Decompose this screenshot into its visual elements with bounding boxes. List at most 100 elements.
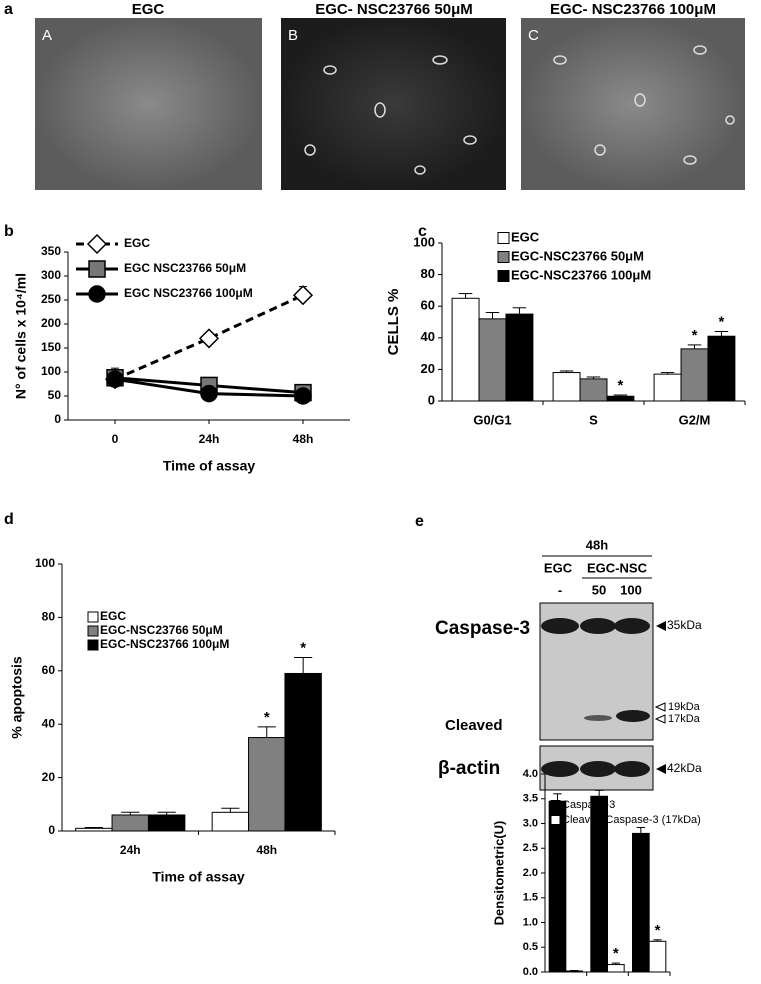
legend-label: Cleaved Caspase-3 (17kDa) [562, 814, 701, 826]
legend-swatch [550, 815, 561, 825]
legend-label: Caspase-3 [562, 799, 615, 811]
significance: * [719, 313, 725, 330]
bar [653, 373, 682, 402]
panel-letter: e [415, 513, 424, 530]
legend-swatch [497, 270, 510, 282]
lane-label: 50 [592, 582, 606, 597]
legend-swatch [87, 611, 99, 623]
x-tick-label: 0 [112, 432, 119, 446]
significance: * [264, 709, 270, 726]
y-tick-label: 250 [41, 292, 61, 306]
legend-label: EGC [100, 609, 126, 623]
significance: * [300, 639, 306, 656]
y-tick-label: 0 [54, 412, 61, 426]
y-tick-label: 80 [421, 266, 435, 281]
significance: * [655, 922, 661, 939]
y-tick-label: 100 [413, 234, 435, 249]
bar [552, 372, 581, 402]
blot-group: EGC [544, 560, 573, 575]
y-tick-label: 150 [41, 340, 61, 354]
y-tick-label: 0.5 [523, 941, 538, 953]
y-tick-label: 100 [41, 364, 61, 378]
bar [478, 318, 507, 402]
y-tick-label: 50 [48, 388, 62, 402]
y-tick-label: 60 [421, 298, 435, 313]
bar [111, 814, 149, 832]
legend-label: EGC [511, 229, 540, 244]
blot-group: EGC-NSC [587, 560, 648, 575]
y-tick-label: 0 [428, 392, 435, 407]
image-letter: C [528, 27, 539, 44]
micrograph [521, 18, 745, 190]
bar [284, 672, 322, 832]
legend-label: EGC [124, 236, 150, 250]
bar [632, 832, 650, 973]
bar [548, 800, 567, 973]
panel-letter: a [4, 1, 13, 18]
size-arrows [654, 621, 666, 774]
significance: * [613, 945, 619, 962]
bar [565, 970, 583, 973]
size-label: 42kDa [667, 761, 702, 775]
cells [304, 45, 735, 175]
bar [505, 313, 534, 402]
marker [294, 387, 312, 405]
y-tick-label: 40 [42, 716, 56, 730]
y-tick-label: 0.0 [523, 966, 538, 978]
x-axis-title: Time of assay [163, 458, 256, 474]
bar [451, 297, 480, 402]
image-letter: A [42, 27, 52, 44]
bar [211, 811, 250, 832]
panel-letter: d [4, 511, 14, 528]
legend-swatch [87, 625, 99, 637]
legend-swatch [497, 251, 510, 263]
y-tick-label: 40 [421, 329, 435, 344]
legend-swatch [87, 639, 99, 651]
bar [648, 940, 667, 973]
bar [680, 348, 709, 402]
bar [607, 964, 625, 973]
size-label: 19kDa [668, 701, 701, 713]
legend-label: EGC NSC23766 100μM [124, 286, 253, 300]
y-tick-label: 4.0 [523, 768, 538, 780]
blot-time: 48h [586, 537, 608, 552]
image-title: EGC- NSC23766 50μM [315, 1, 473, 18]
bar [606, 395, 635, 402]
micrograph [35, 18, 262, 190]
y-tick-label: 80 [42, 610, 56, 624]
y-tick-label: 2.0 [523, 867, 538, 879]
blot-row: Cleaved [445, 717, 503, 734]
legend-label: EGC-NSC23766 100μM [100, 637, 229, 651]
panel-letter: c [418, 223, 427, 240]
y-tick-label: 350 [41, 244, 61, 258]
blot-row: β-actin [438, 758, 500, 779]
image-letter: B [288, 27, 298, 44]
significance: * [618, 377, 624, 394]
legend-label: EGC-NSC23766 50μM [511, 248, 644, 263]
y-axis-title: CELLS % [385, 289, 402, 356]
y-axis-title: % apoptosis [9, 656, 25, 739]
image-title: EGC [132, 1, 165, 18]
bands [541, 618, 650, 777]
y-tick-label: 20 [42, 770, 56, 784]
marker [292, 285, 314, 306]
bar [590, 795, 608, 973]
bar [75, 827, 113, 832]
x-tick-label: 24h [120, 843, 141, 857]
y-tick-label: 3.5 [523, 793, 538, 805]
marker [200, 384, 218, 403]
x-tick-label: G0/G1 [473, 412, 511, 427]
x-tick-label: S [589, 412, 598, 427]
y-tick-label: 2.5 [523, 842, 538, 854]
legend-label: EGC-NSC23766 50μM [100, 623, 223, 637]
size-label: 17kDa [668, 713, 701, 725]
significance: * [692, 327, 698, 344]
size-label: 35kDa [667, 618, 702, 632]
micrograph [281, 18, 506, 190]
x-axis-title: Time of assay [152, 869, 245, 885]
y-axis-title: Densitometric(U) [491, 821, 506, 926]
blot-row: Caspase-3 [435, 618, 530, 639]
lane-label: - [558, 582, 562, 597]
y-tick-label: 1.0 [523, 916, 538, 928]
legend-label: EGC-NSC23766 100μM [511, 267, 651, 282]
